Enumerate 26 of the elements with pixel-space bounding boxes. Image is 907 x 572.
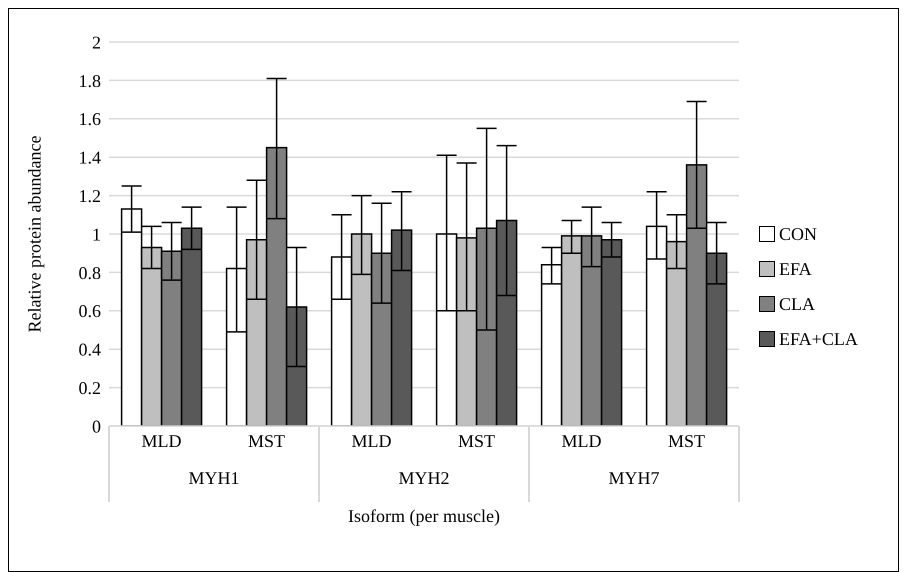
legend-label: CON (779, 224, 818, 244)
text: MYH2 (397, 468, 450, 489)
text: MYH1 (187, 468, 240, 489)
y-tick-label: 1.8 (78, 70, 101, 91)
text: MYH7 (607, 468, 660, 489)
y-tick-label: 1 (92, 224, 101, 244)
x-tick-label: MST (248, 430, 286, 451)
y-tick-label: 0.4 (78, 340, 101, 360)
y-tick-label: 0.2 (78, 378, 101, 398)
x-tick-label: MST (668, 430, 706, 451)
legend-label: EFA+CLA (779, 328, 858, 350)
y-tick-label: 1.2 (78, 186, 101, 206)
legend-label: CLA (779, 294, 815, 314)
x-tick-label: MLD (142, 430, 182, 451)
legend-label: EFA (779, 258, 812, 280)
x-tick-label: MST (458, 430, 496, 451)
y-tick-label: 1.4 (78, 148, 101, 168)
y-tick-label: 2 (92, 32, 101, 52)
x-tick-label: MLD (352, 430, 392, 451)
x-tick-label: MLD (562, 430, 602, 451)
y-tick-label: 0 (92, 416, 101, 436)
y-axis-title: Relative protein abundance (24, 136, 44, 332)
x-axis-title: Isoform (per muscle) (347, 506, 501, 527)
y-tick-label: 0.8 (78, 262, 101, 283)
y-tick-label: 1.6 (78, 109, 101, 130)
y-tick-label: 0.6 (78, 301, 101, 322)
